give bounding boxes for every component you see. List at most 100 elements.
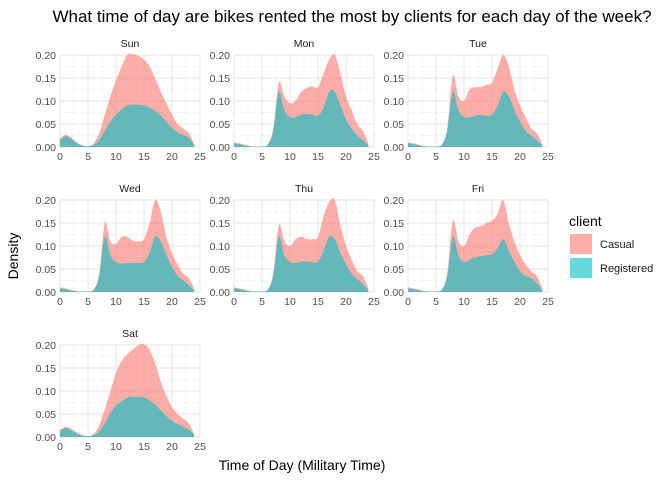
y-tick-label: 0.15 <box>36 218 57 230</box>
y-tick-label: 0.05 <box>36 119 57 131</box>
x-tick-label: 0 <box>405 296 411 308</box>
x-tick-label: 25 <box>368 296 380 308</box>
y-tick-label: 0.15 <box>384 218 405 230</box>
legend: client Casual Registered <box>569 213 653 278</box>
x-tick-label: 5 <box>85 296 91 308</box>
y-tick-label: 0.00 <box>36 432 57 444</box>
x-tick-label: 20 <box>340 151 352 163</box>
x-tick-label: 25 <box>368 151 380 163</box>
y-tick-label: 0.15 <box>36 363 57 375</box>
panel-mon: Mon 0 5 10 15 20 25 0.00 0.05 0.10 0.15 0.20 <box>210 38 380 163</box>
x-tick-label: 10 <box>110 151 122 163</box>
y-tick-label: 0.00 <box>384 142 405 154</box>
y-tick-label: 0.20 <box>384 50 405 62</box>
x-tick-label: 10 <box>458 296 470 308</box>
panel-title-mon: Mon <box>294 38 315 50</box>
area-registered-tue <box>408 91 543 147</box>
x-tick-label: 10 <box>284 296 296 308</box>
y-tick-label: 0.00 <box>36 142 57 154</box>
x-tick-label: 5 <box>259 296 265 308</box>
area-registered-wed <box>60 236 195 292</box>
panel-title-sat: Sat <box>122 328 138 340</box>
x-tick-label: 5 <box>259 151 265 163</box>
y-tick-label: 0.05 <box>384 264 405 276</box>
y-tick-label: 0.20 <box>384 195 405 207</box>
x-tick-label: 20 <box>166 296 178 308</box>
x-tick-label: 20 <box>514 151 526 163</box>
y-tick-label: 0.05 <box>210 119 231 131</box>
y-tick-label: 0.00 <box>384 287 405 299</box>
x-tick-label: 0 <box>405 151 411 163</box>
y-tick-label: 0.10 <box>384 96 405 108</box>
x-tick-label: 5 <box>85 151 91 163</box>
y-tick-label: 0.05 <box>384 119 405 131</box>
y-axis-title: Density <box>5 233 21 280</box>
y-tick-label: 0.00 <box>210 142 231 154</box>
y-tick-label: 0.20 <box>36 340 57 352</box>
panel-sat: Sat 0 5 10 15 20 25 0.00 0.05 0.10 0.15 0.20 <box>36 328 206 453</box>
y-tick-label: 0.20 <box>210 50 231 62</box>
x-tick-label: 0 <box>231 151 237 163</box>
x-tick-label: 10 <box>284 151 296 163</box>
panel-title-sun: Sun <box>121 38 140 50</box>
x-tick-label: 15 <box>138 441 150 453</box>
area-registered-sat <box>60 396 195 437</box>
legend-label-registered: Registered <box>600 263 653 275</box>
legend-swatch-casual <box>570 234 592 254</box>
x-tick-label: 25 <box>194 441 206 453</box>
y-tick-label: 0.20 <box>36 50 57 62</box>
panel-sun: Sun 0 5 10 15 20 25 0.00 0.05 0.10 0.15 0.20 <box>36 38 206 163</box>
y-tick-label: 0.15 <box>36 73 57 85</box>
y-tick-label: 0.05 <box>210 264 231 276</box>
x-tick-label: 15 <box>138 151 150 163</box>
x-tick-label: 25 <box>194 296 206 308</box>
x-tick-label: 10 <box>458 151 470 163</box>
x-tick-label: 20 <box>340 296 352 308</box>
y-tick-label: 0.10 <box>210 241 231 253</box>
x-tick-label: 20 <box>166 441 178 453</box>
y-tick-label: 0.10 <box>36 96 57 108</box>
area-registered-fri <box>408 236 543 292</box>
x-axis-title: Time of Day (Military Time) <box>219 457 386 473</box>
y-tick-label: 0.05 <box>36 264 57 276</box>
y-tick-label: 0.05 <box>36 409 57 421</box>
y-tick-label: 0.15 <box>210 218 231 230</box>
x-tick-label: 15 <box>138 296 150 308</box>
area-registered-mon <box>234 89 369 147</box>
area-registered-thu <box>234 235 369 292</box>
y-tick-label: 0.10 <box>36 241 57 253</box>
x-tick-label: 20 <box>166 151 178 163</box>
panel-tue: Tue 0 5 10 15 20 25 0.00 0.05 0.10 0.15 0.20 <box>384 38 554 163</box>
x-tick-label: 5 <box>433 151 439 163</box>
x-tick-label: 15 <box>312 296 324 308</box>
x-tick-label: 25 <box>542 151 554 163</box>
legend-label-casual: Casual <box>600 239 634 251</box>
x-tick-label: 0 <box>57 151 63 163</box>
x-tick-label: 0 <box>57 441 63 453</box>
y-tick-label: 0.10 <box>36 386 57 398</box>
panel-title-wed: Wed <box>119 183 141 195</box>
panels-layer: Sun 0 5 10 15 20 25 0.00 0.05 0.10 0.15 0.20 Mon 0 5 10… <box>36 38 554 453</box>
x-tick-label: 0 <box>57 296 63 308</box>
y-tick-label: 0.10 <box>210 96 231 108</box>
y-tick-label: 0.00 <box>36 287 57 299</box>
panel-thu: Thu 0 5 10 15 20 25 0.00 0.05 0.10 0.15 0.20 <box>210 183 380 308</box>
area-registered-sun <box>60 104 195 147</box>
y-tick-label: 0.15 <box>210 73 231 85</box>
x-tick-label: 15 <box>486 151 498 163</box>
legend-swatch-registered <box>570 258 592 278</box>
chart-title: What time of day are bikes rented the mo… <box>52 7 651 26</box>
x-tick-label: 10 <box>110 441 122 453</box>
panel-title-tue: Tue <box>469 38 487 50</box>
panel-title-thu: Thu <box>295 183 313 195</box>
x-tick-label: 25 <box>542 296 554 308</box>
y-tick-label: 0.20 <box>210 195 231 207</box>
y-tick-label: 0.00 <box>210 287 231 299</box>
panel-title-fri: Fri <box>472 183 484 195</box>
legend-title: client <box>569 213 602 229</box>
x-tick-label: 20 <box>514 296 526 308</box>
x-tick-label: 5 <box>433 296 439 308</box>
x-tick-label: 0 <box>231 296 237 308</box>
x-tick-label: 15 <box>486 296 498 308</box>
